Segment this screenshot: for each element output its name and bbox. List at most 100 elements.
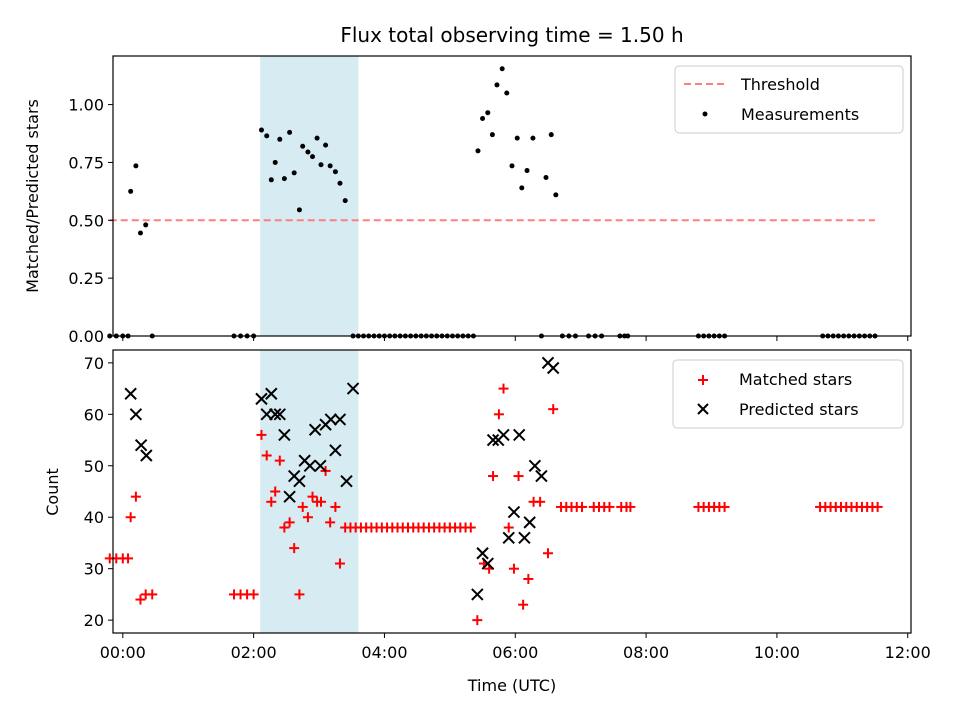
observing-span-shade-top xyxy=(260,56,359,336)
matched-star-marker xyxy=(719,501,730,512)
y-tick-label: 60 xyxy=(84,405,104,424)
matched-star-marker xyxy=(266,496,277,507)
measurement-point xyxy=(337,180,343,186)
predicted-star-marker xyxy=(471,588,484,601)
top-y-ticks: 0.00 0.25 0.50 0.75 1.00 xyxy=(68,96,113,346)
measurement-point xyxy=(514,135,520,141)
matched-star-marker xyxy=(604,501,615,512)
predicted-star-marker xyxy=(497,428,510,442)
matched-star-marker xyxy=(307,491,318,502)
x-tick-label: 12:00 xyxy=(885,643,931,662)
predicted-star-marker xyxy=(303,459,317,472)
matched-star-marker xyxy=(325,517,336,528)
matched-star-marker xyxy=(130,491,141,502)
measurement-point xyxy=(258,127,264,133)
measurement-point xyxy=(300,143,306,149)
matched-star-marker xyxy=(270,486,281,497)
matched-star-marker xyxy=(518,599,529,610)
matched-star-marker xyxy=(542,548,553,559)
predicted-star-marker xyxy=(124,387,137,400)
top-panel: 0.00 0.25 0.50 0.75 1.00 Flux total observin… xyxy=(23,23,912,346)
bottom-x-ticks: 00:00 02:00 04:00 06:00 08:00 10:00 12:00 xyxy=(100,633,931,662)
x-tick-label: 04:00 xyxy=(361,643,407,662)
predicted-star-marker xyxy=(486,433,500,447)
measurement-point xyxy=(475,148,481,154)
measurement-point xyxy=(499,66,505,72)
predicted-star-marker xyxy=(273,408,287,421)
measurement-point xyxy=(548,132,554,138)
x-tick-label: 02:00 xyxy=(231,643,277,662)
bottom-axes-frame xyxy=(112,349,912,634)
measurement-point xyxy=(305,149,311,155)
predicted-star-marker xyxy=(346,382,360,395)
matched-star-marker xyxy=(135,594,146,605)
x-tick-label: 06:00 xyxy=(492,643,538,662)
measurement-point xyxy=(494,82,500,88)
measurement-point xyxy=(327,163,333,169)
matched-star-marker xyxy=(334,558,345,569)
measurements-points xyxy=(107,66,878,339)
legend-measurements-swatch xyxy=(702,111,708,117)
measurement-point xyxy=(128,188,134,194)
predicted-star-marker xyxy=(481,557,495,570)
predicted-star-marker xyxy=(340,475,353,488)
measurement-point xyxy=(264,133,270,139)
measurement-point xyxy=(524,168,530,174)
matched-star-marker xyxy=(261,450,272,461)
matched-star-marker xyxy=(625,501,636,512)
legend-predicted-label: Predicted stars xyxy=(739,400,859,419)
bottom-legend-box xyxy=(672,359,904,429)
measurement-point xyxy=(272,159,278,165)
measurement-point xyxy=(281,176,287,182)
measurement-point xyxy=(480,115,486,121)
matched-star-marker xyxy=(123,553,134,564)
legend-measurements-label: Measurements xyxy=(741,105,859,124)
matched-star-marker xyxy=(316,496,327,507)
y-tick-label: 40 xyxy=(84,508,104,527)
measurement-point xyxy=(133,163,139,169)
predicted-star-marker xyxy=(329,444,342,457)
predicted-star-marker xyxy=(269,408,282,421)
measurement-point xyxy=(489,132,495,138)
y-tick-label: 70 xyxy=(84,354,104,373)
y-tick-label: 0.50 xyxy=(68,211,104,230)
measurement-point xyxy=(277,136,283,142)
measurement-point xyxy=(318,162,324,168)
predicted-star-marker xyxy=(523,516,536,529)
y-tick-label: 30 xyxy=(84,560,104,579)
y-tick-label: 20 xyxy=(84,611,104,630)
bottom-legend: Matched stars Predicted stars xyxy=(672,359,904,429)
matched-star-marker xyxy=(256,429,267,440)
measurement-point xyxy=(287,129,293,135)
predicted-star-marker xyxy=(314,459,327,472)
x-axis-label: Time (UTC) xyxy=(467,676,556,695)
matched-star-marker xyxy=(472,615,483,626)
matched-star-marker xyxy=(274,455,285,466)
top-legend: Threshold Measurements xyxy=(674,65,904,134)
predicted-star-marker xyxy=(333,413,347,426)
matched-star-marker xyxy=(330,501,341,512)
y-tick-label: 0.75 xyxy=(68,153,104,172)
legend-predicted-swatch xyxy=(697,403,709,415)
measurement-point xyxy=(268,177,274,183)
predicted-star-marker xyxy=(129,408,143,421)
matched-star-marker xyxy=(498,383,509,394)
matched-star-marker xyxy=(297,501,308,512)
legend-matched-swatch xyxy=(698,375,708,385)
measurement-point xyxy=(310,154,315,160)
predicted-star-marker xyxy=(324,413,338,426)
y-tick-label: 50 xyxy=(84,457,104,476)
measurement-point xyxy=(485,110,491,116)
measurement-point xyxy=(543,174,549,180)
predicted-star-marker xyxy=(265,387,278,400)
matched-star-marker xyxy=(284,517,295,528)
matched-star-marker xyxy=(508,563,519,574)
measurement-point xyxy=(530,135,536,141)
matched-star-marker xyxy=(279,522,290,533)
legend-threshold-label: Threshold xyxy=(740,75,820,94)
predicted-star-marker xyxy=(283,490,296,503)
top-axes-frame xyxy=(112,55,912,337)
matched-star-marker xyxy=(576,501,587,512)
bottom-y-axis-label: Count xyxy=(43,468,62,516)
measurement-point xyxy=(323,142,329,148)
